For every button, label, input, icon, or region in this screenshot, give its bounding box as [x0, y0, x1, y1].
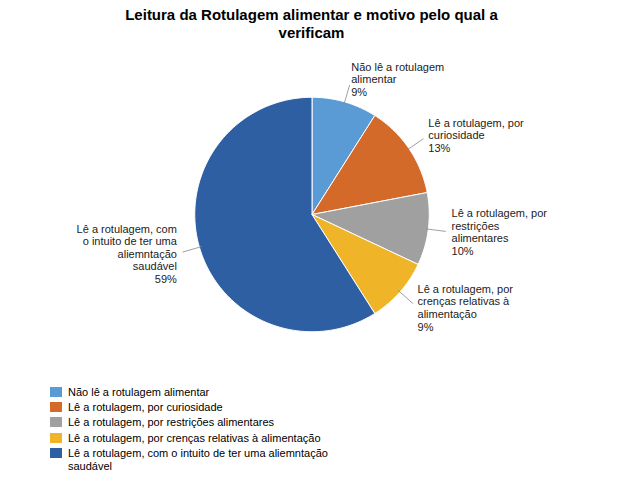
svg-text:Lê a rotulagem, porcrenças rel: Lê a rotulagem, porcrenças relativas àal…	[418, 283, 514, 333]
svg-text:Lê a rotulagem, porcuriosidade: Lê a rotulagem, porcuriosidade13%	[428, 117, 524, 154]
svg-text:Não lê a rotulagemalimentar9%: Não lê a rotulagemalimentar9%	[351, 61, 444, 98]
svg-text:Lê a rotulagem, como intuito d: Lê a rotulagem, como intuito de ter umaa…	[77, 222, 178, 285]
html-text:Leitura da Rotulagem alimentar: Leitura da Rotulagem alimentar e motivo …	[125, 6, 498, 41]
html-text:Lê a rotulagem, por crenças re: Lê a rotulagem, por crenças relativas à …	[68, 431, 321, 444]
html-text:Não lê a rotulagem alimentar: Não lê a rotulagem alimentar	[68, 386, 210, 398]
html-text:Lê a rotulagem, com o intuito: Lê a rotulagem, com o intuito de ter uma…	[68, 446, 328, 472]
html-text:Lê a rotulagem, por restrições: Lê a rotulagem, por restrições alimentar…	[68, 416, 274, 429]
html-text:Lê a rotulagem, por curiosidad: Lê a rotulagem, por curiosidade	[68, 401, 223, 414]
svg-text:Lê a rotulagem, porrestriçõesa: Lê a rotulagem, porrestriçõesalimentares…	[452, 207, 548, 257]
